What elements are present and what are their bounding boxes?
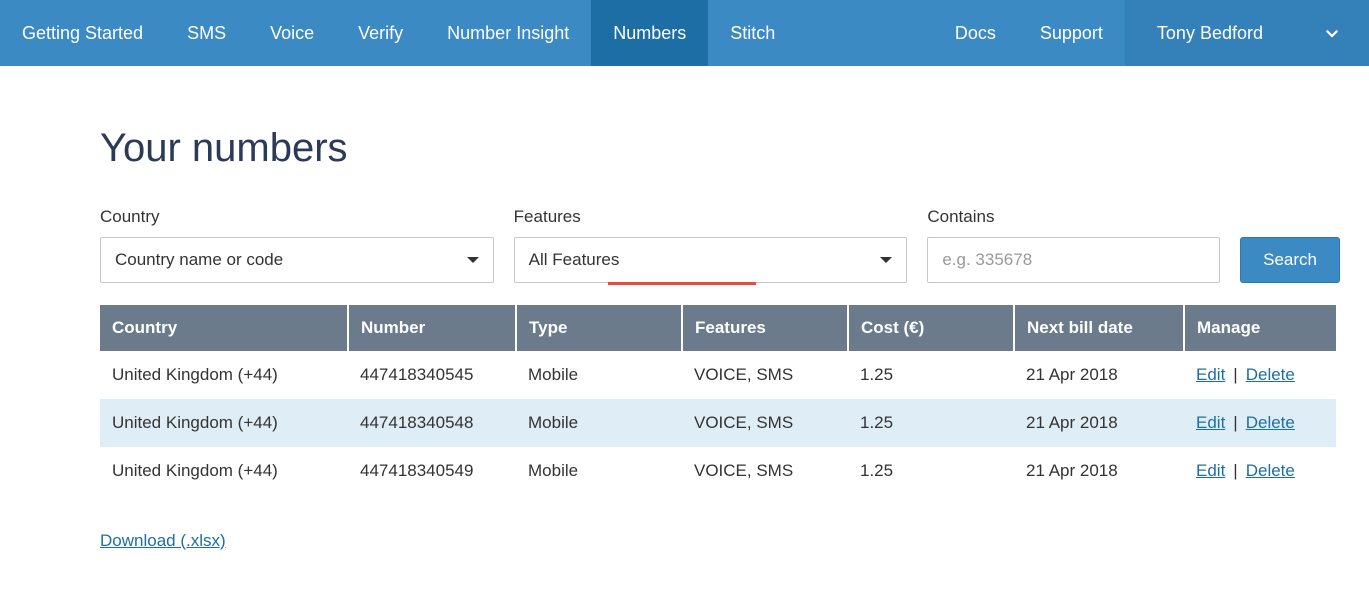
cell-cost: 1.25: [848, 399, 1014, 447]
delete-link[interactable]: Delete: [1246, 461, 1295, 480]
cell-next-bill: 21 Apr 2018: [1014, 351, 1184, 399]
caret-down-icon: [880, 257, 892, 263]
features-select-value: All Features: [529, 250, 620, 270]
search-button[interactable]: Search: [1240, 237, 1340, 283]
nav-stitch[interactable]: Stitch: [708, 0, 797, 66]
page-title: Your numbers: [100, 126, 1340, 171]
user-menu[interactable]: Tony Bedford: [1125, 0, 1369, 66]
cell-cost: 1.25: [848, 351, 1014, 399]
chevron-down-icon: [1323, 24, 1341, 42]
country-select-value: Country name or code: [115, 250, 283, 270]
cell-number: 447418340545: [348, 351, 516, 399]
delete-link[interactable]: Delete: [1246, 413, 1295, 432]
cell-type: Mobile: [516, 399, 682, 447]
col-number: Number: [348, 305, 516, 351]
col-manage: Manage: [1184, 305, 1336, 351]
nav-getting-started[interactable]: Getting Started: [0, 0, 165, 66]
nav-verify[interactable]: Verify: [336, 0, 425, 66]
cell-country: United Kingdom (+44): [100, 447, 348, 495]
col-features: Features: [682, 305, 848, 351]
nav-number-insight[interactable]: Number Insight: [425, 0, 591, 66]
cell-manage: Edit | Delete: [1184, 351, 1336, 399]
separator: |: [1233, 365, 1237, 384]
col-cost: Cost (€): [848, 305, 1014, 351]
contains-label: Contains: [927, 207, 1220, 227]
caret-down-icon: [467, 257, 479, 263]
cell-manage: Edit | Delete: [1184, 399, 1336, 447]
delete-link[interactable]: Delete: [1246, 365, 1295, 384]
edit-link[interactable]: Edit: [1196, 461, 1225, 480]
top-nav: Getting Started SMS Voice Verify Number …: [0, 0, 1369, 66]
cell-country: United Kingdom (+44): [100, 399, 348, 447]
table-row: United Kingdom (+44)447418340545MobileVO…: [100, 351, 1336, 399]
country-select[interactable]: Country name or code: [100, 237, 494, 283]
table-row: United Kingdom (+44)447418340549MobileVO…: [100, 447, 1336, 495]
contains-input[interactable]: [927, 237, 1220, 283]
nav-numbers[interactable]: Numbers: [591, 0, 708, 66]
cell-manage: Edit | Delete: [1184, 447, 1336, 495]
cell-cost: 1.25: [848, 447, 1014, 495]
col-country: Country: [100, 305, 348, 351]
main-content: Your numbers Country Country name or cod…: [0, 66, 1340, 591]
cell-features: VOICE, SMS: [682, 447, 848, 495]
col-next-bill: Next bill date: [1014, 305, 1184, 351]
cell-next-bill: 21 Apr 2018: [1014, 447, 1184, 495]
separator: |: [1233, 461, 1237, 480]
nav-docs[interactable]: Docs: [933, 0, 1018, 66]
table-row: United Kingdom (+44)447418340548MobileVO…: [100, 399, 1336, 447]
cell-type: Mobile: [516, 447, 682, 495]
edit-link[interactable]: Edit: [1196, 413, 1225, 432]
cell-country: United Kingdom (+44): [100, 351, 348, 399]
edit-link[interactable]: Edit: [1196, 365, 1225, 384]
cell-number: 447418340549: [348, 447, 516, 495]
col-type: Type: [516, 305, 682, 351]
cell-type: Mobile: [516, 351, 682, 399]
nav-support[interactable]: Support: [1018, 0, 1125, 66]
nav-voice[interactable]: Voice: [248, 0, 336, 66]
cell-features: VOICE, SMS: [682, 399, 848, 447]
filter-bar: Country Country name or code Features Al…: [100, 207, 1340, 283]
country-label: Country: [100, 207, 494, 227]
cell-features: VOICE, SMS: [682, 351, 848, 399]
features-select[interactable]: All Features: [514, 237, 908, 283]
features-label: Features: [514, 207, 908, 227]
user-name: Tony Bedford: [1157, 23, 1263, 44]
numbers-table: Country Number Type Features Cost (€) Ne…: [100, 305, 1336, 495]
cell-number: 447418340548: [348, 399, 516, 447]
cell-next-bill: 21 Apr 2018: [1014, 399, 1184, 447]
separator: |: [1233, 413, 1237, 432]
download-xlsx-link[interactable]: Download (.xlsx): [100, 531, 226, 551]
nav-sms[interactable]: SMS: [165, 0, 248, 66]
